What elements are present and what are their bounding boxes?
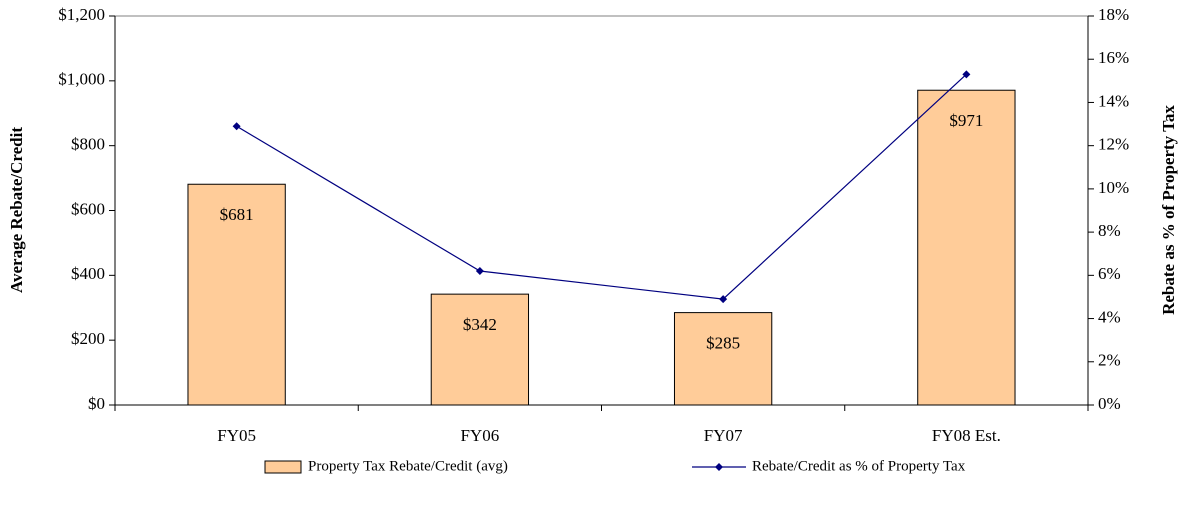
y-tick-label: $0 [88, 394, 105, 413]
bar [187, 183, 286, 406]
y-tick-label: $800 [71, 135, 105, 154]
y-tick-label: $600 [71, 199, 105, 218]
x-tick-label: FY08 Est. [932, 426, 1001, 445]
x-tick-label: FY05 [217, 426, 256, 445]
y2-tick-label: 14% [1098, 91, 1129, 110]
y2-tick-label: 18% [1098, 5, 1129, 24]
y2-tick-label: 0% [1098, 394, 1121, 413]
line-marker [475, 267, 484, 276]
line [236, 73, 967, 300]
line-marker [962, 70, 971, 79]
y2-tick-label: 16% [1098, 48, 1129, 67]
bar [430, 293, 530, 406]
y-tick-label: $200 [71, 329, 105, 348]
y-tick-label: $400 [71, 264, 105, 283]
y-tick-label: $1,000 [58, 70, 105, 89]
y-axis-title: Average Rebate/Credit [7, 127, 26, 293]
y2-tick-label: 12% [1098, 135, 1129, 154]
bar [673, 312, 773, 406]
legend-label: Rebate/Credit as % of Property Tax [752, 458, 966, 474]
bar [917, 89, 1016, 406]
y2-tick-label: 10% [1098, 178, 1129, 197]
legend-label: Property Tax Rebate/Credit (avg) [308, 458, 508, 474]
x-tick-label: FY06 [461, 426, 500, 445]
bar-value-label: $681 [220, 205, 254, 224]
line-marker [232, 122, 241, 131]
bar-value-label: $971 [949, 111, 983, 130]
x-tick-label: FY07 [704, 426, 743, 445]
legend-swatch [264, 460, 302, 474]
y2-axis-title: Rebate as % of Property Tax [1159, 105, 1178, 315]
bar-value-label: $342 [463, 315, 497, 334]
y2-tick-label: 2% [1098, 351, 1121, 370]
y2-tick-label: 6% [1098, 264, 1121, 283]
bar-value-label: $285 [706, 334, 740, 353]
y-tick-label: $1,200 [58, 5, 105, 24]
legend-marker [715, 463, 723, 471]
y2-tick-label: 8% [1098, 221, 1121, 240]
line-marker [719, 295, 728, 304]
y2-tick-label: 4% [1098, 307, 1121, 326]
